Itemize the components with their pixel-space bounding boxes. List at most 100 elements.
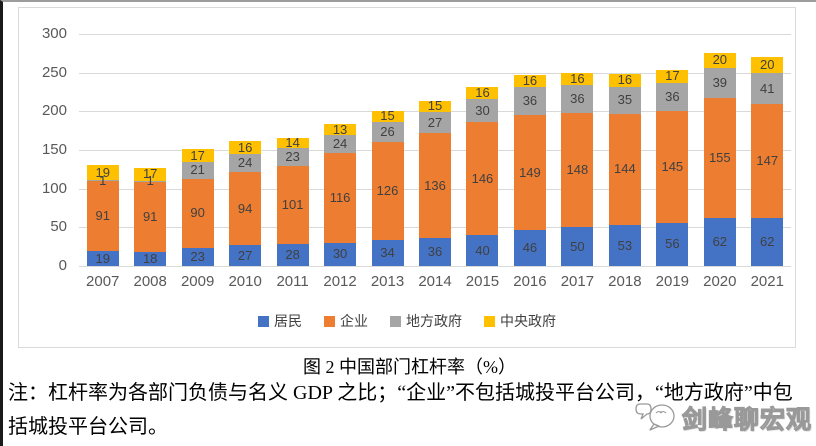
data-label: 13 [332,121,348,137]
bar-segment-中央政府 [86,165,119,181]
bar-segment-地方政府 [324,134,357,154]
bar-segment-居民 [371,239,404,266]
data-label: 27 [237,247,253,263]
x-axis-tick-label: 2010 [228,273,262,290]
data-label: 56 [665,236,680,252]
bar-segment-地方政府 [513,87,546,116]
data-label: 147 [756,153,779,169]
data-label: 20 [712,52,728,68]
data-label: 16 [617,72,633,88]
data-label: 14 [285,135,300,151]
bar-segment-居民 [703,218,736,266]
bar-segment-企业 [324,153,357,243]
data-label: 21 [190,162,205,178]
speech-bubbles-logo-icon [634,396,680,439]
bar-segment-居民 [86,251,119,266]
data-label: 94 [237,200,253,216]
legend-swatch-icon [390,315,401,327]
x-axis-tick-label: 2008 [133,273,167,290]
bar-segment-中央政府 [419,100,451,113]
x-axis-tick-label: 2009 [180,273,215,290]
bar-segment-地方政府 [608,86,641,114]
x-axis-tick-label: 2021 [750,273,784,290]
legend-swatch-icon [324,315,335,327]
bar-segment-居民 [419,238,451,266]
bar-segment-企业 [466,122,499,236]
bar-segment-中央政府 [561,72,594,86]
legend-item-居民: 居民 [258,311,302,331]
data-label: 144 [614,161,636,177]
data-label: 18 [142,251,158,267]
bar-segment-企业 [229,172,262,246]
bar-segment-企业 [134,181,167,253]
data-label: 62 [760,234,775,250]
data-label: 15 [380,108,395,124]
x-axis-tick-label: 2020 [703,273,737,290]
data-label: 155 [708,150,731,166]
y-axis-tick-label: 200 [41,102,67,120]
x-axis-tick-label: 2011 [276,273,309,290]
data-label: 90 [190,205,205,221]
data-label: 136 [424,177,446,193]
data-label: 20 [760,56,775,72]
data-label: 27 [427,114,443,130]
y-axis-tick-label: 250 [41,63,67,81]
y-axis-tick-label: 100 [41,179,67,197]
data-label: 30 [332,246,348,262]
bar-segment-企业 [181,178,214,249]
figure-caption: 图 2 中国部门杠杆率（%） [303,357,516,377]
data-label: 23 [190,249,205,265]
bar-segment-地方政府 [703,68,736,99]
bar-segment-居民 [276,244,309,266]
data-label: 40 [475,242,490,258]
y-axis-tick-label: 0 [58,257,67,274]
bar-segment-中央政府 [703,52,736,68]
bar-segment-中央政府 [276,137,309,149]
data-label: 17 [665,68,680,84]
legend-swatch-icon [484,315,495,327]
x-axis-tick-label: 2018 [608,273,642,290]
bar-segment-企业 [608,113,641,225]
legend-item-企业: 企业 [324,311,368,331]
data-label: 36 [522,93,538,109]
bar-segment-居民 [513,230,546,266]
x-axis-tick-label: 2019 [655,273,690,290]
legend-swatch-icon [258,315,269,327]
data-label: 19 [95,250,110,266]
bar-segment-中央政府 [751,57,784,73]
y-axis-tick-label: 300 [41,25,67,42]
data-label: 16 [522,73,538,89]
y-axis-tick-label: 150 [41,141,67,158]
bar-segment-居民 [324,242,357,266]
x-axis-tick-label: 2012 [323,273,357,290]
data-label: 23 [285,149,300,165]
x-axis-tick-label: 2016 [513,273,547,290]
bar-segment-地方政府 [371,122,404,143]
bar-segment-居民 [134,252,167,266]
gridline [79,266,791,267]
data-label: 36 [665,88,680,104]
legend-label: 居民 [274,313,302,329]
bar-segment-中央政府 [513,74,546,88]
gridline [79,34,791,35]
data-label: 145 [661,158,684,174]
data-label: 149 [519,164,541,180]
data-label: 36 [427,244,443,260]
data-label: 91 [142,208,158,224]
data-label: 28 [285,247,300,263]
data-label: 1 [146,173,154,189]
legend-item-地方政府: 地方政府 [390,311,462,331]
data-label: 53 [617,237,633,253]
x-axis-tick-label: 2014 [418,273,452,290]
data-label: 41 [760,80,775,96]
bar-segment-地方政府 [419,112,451,133]
bar-segment-地方政府 [561,85,594,113]
bar-segment-地方政府 [181,162,214,179]
bar-segment-居民 [561,227,594,266]
bar-segment-中央政府 [181,149,214,163]
bar-segment-居民 [751,218,784,266]
data-label: 26 [380,124,395,140]
bar-segment-企业 [656,110,689,223]
bar-segment-居民 [181,248,214,266]
